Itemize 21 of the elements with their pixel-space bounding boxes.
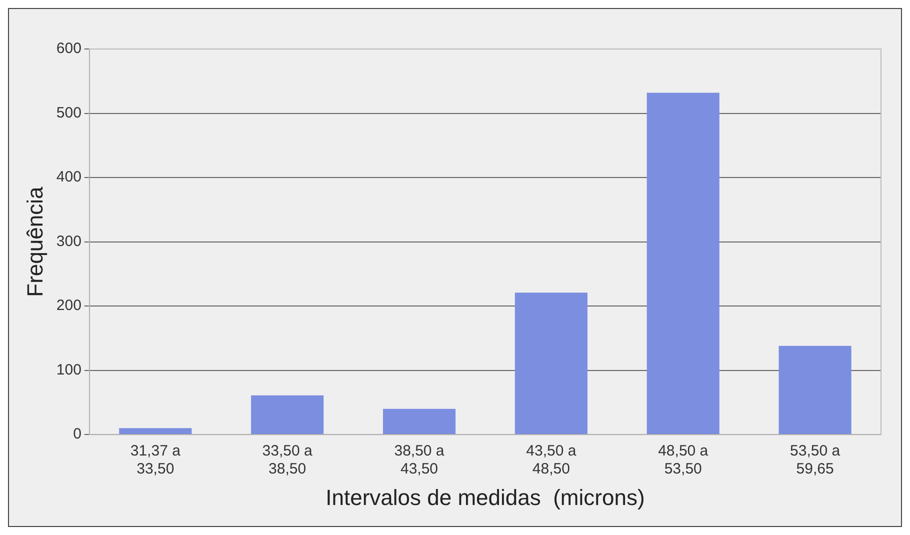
y-tick-label: 400: [56, 168, 82, 186]
y-tick-label: 100: [56, 361, 82, 378]
bar: [382, 408, 456, 434]
y-tick-label: 500: [56, 104, 82, 122]
x-tick-label: 43,50 a 48,50: [526, 442, 577, 478]
x-tick-label: 38,50 a 43,50: [394, 442, 445, 478]
y-tick-label: 300: [56, 232, 82, 250]
y-tick-label: 200: [56, 297, 82, 314]
bar: [778, 346, 852, 434]
x-tick-label: 53,50 a 59,65: [790, 442, 841, 478]
bar: [119, 428, 192, 434]
x-tick-label: 31,37 a 33,50: [130, 442, 182, 478]
bar: [514, 292, 588, 434]
bar: [251, 395, 324, 434]
x-axis-title: Intervalos de medidas (microns): [326, 484, 645, 510]
x-tick-label: 33,50 a 38,50: [262, 442, 313, 478]
x-tick-label: 48,50 a 53,50: [658, 442, 709, 478]
y-tick-label: 0: [73, 426, 82, 443]
y-axis-title: Frequência: [22, 186, 48, 297]
bar: [646, 92, 720, 434]
y-tick-label: 600: [56, 40, 82, 58]
